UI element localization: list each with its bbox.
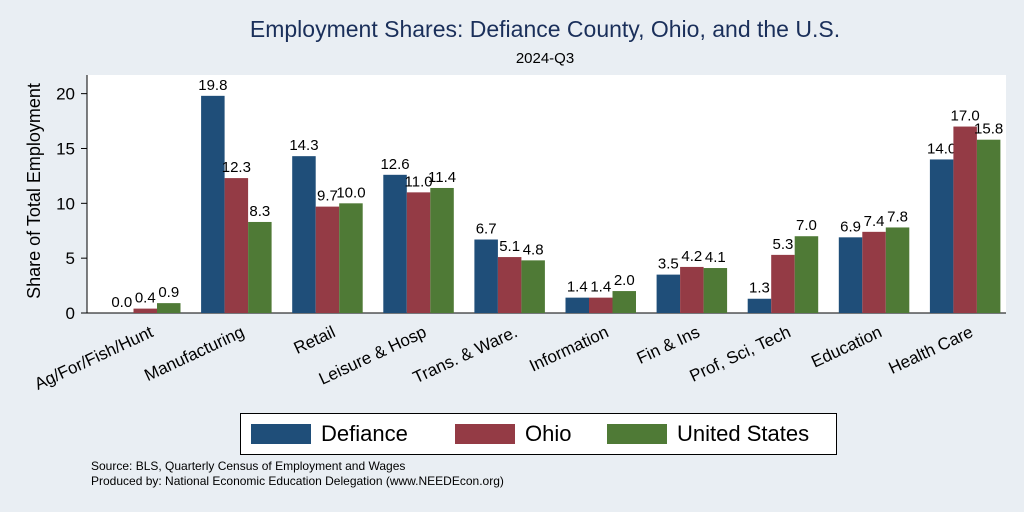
bar-value-label: 1.3 [749,280,770,297]
y-tick-label: 0 [66,304,75,323]
bar [794,236,819,313]
bar [201,95,225,313]
source-line: Source: BLS, Quarterly Census of Employm… [91,459,406,473]
x-tick-label: Retail [291,322,338,358]
x-tick-label: Ag/For/Fish/Hunt [32,322,157,394]
bar-value-label: 1.4 [590,279,611,296]
bar-value-label: 9.7 [317,188,338,205]
bar-value-label: 7.0 [796,217,817,234]
bar-value-label: 3.5 [658,256,679,273]
bar-value-label: 11.4 [428,169,456,186]
bar [497,257,522,313]
x-tick-label: Health Care [886,322,976,378]
legend-item-united-states: United States [607,423,809,445]
bar-value-label: 15.8 [974,121,1003,138]
bar [430,187,454,313]
bar [953,126,977,313]
bar-value-label: 14.3 [289,137,318,154]
x-tick-label: Trans. & Ware. [410,322,520,387]
bar-value-label: 10.0 [336,184,365,201]
bar-value-label: 11.0 [405,173,433,190]
bar-value-label: 4.2 [681,248,702,265]
bar-value-label: 19.8 [198,77,227,94]
bar-value-label: 0.0 [111,294,132,311]
bar [838,237,863,313]
bar-value-label: 0.4 [135,290,156,307]
bar [133,308,157,313]
bar [248,221,272,313]
bar [157,303,181,313]
legend-item-ohio: Ohio [455,423,571,445]
y-tick-label: 20 [56,85,75,104]
bar [656,274,681,313]
x-tick-label: Information [526,322,611,375]
bar [474,239,498,313]
bar [929,159,954,313]
y-tick-label: 5 [66,249,75,268]
legend: Defiance Ohio United States [240,413,837,455]
bar-value-label: 17.0 [951,108,980,125]
bar-value-label: 5.3 [773,236,794,253]
bar-value-label: 4.8 [523,241,544,258]
bar-value-label: 5.1 [499,238,520,255]
x-tick-label: Prof, Sci, Tech [687,322,794,385]
bar-value-label: 12.6 [380,156,409,173]
x-tick-label: Manufacturing [141,322,247,385]
legend-swatch-ohio [455,424,515,444]
bar [976,139,1001,313]
legend-swatch-defiance [251,424,311,444]
bar-value-label: 6.9 [840,218,861,235]
bar-value-label: 12.3 [222,159,251,176]
bar-value-label: 6.7 [476,221,497,238]
bar [339,203,363,313]
bar [862,231,886,313]
produced-by-line: Produced by: National Economic Education… [91,474,504,488]
legend-label-defiance: Defiance [321,421,408,446]
chart-title: Employment Shares: Defiance County, Ohio… [249,16,841,42]
legend-swatch-united-states [607,424,667,444]
bar [406,192,431,313]
chart-subtitle: 2024-Q3 [515,50,575,67]
source-note: Source: BLS, Quarterly Census of Employm… [91,459,504,489]
bar [292,156,316,313]
x-tick-label: Education [808,322,885,371]
bar-value-label: 8.3 [249,203,270,220]
bar [885,227,910,313]
bar [703,268,728,313]
legend-label-united-states: United States [677,421,810,446]
bar [224,178,249,313]
bar [521,260,545,313]
y-axis-label: Share of Total Employment [24,83,44,299]
x-tick-label: Fin & Ins [634,322,703,368]
bar-value-label: 7.4 [864,213,885,230]
bar [747,298,772,313]
bar-value-label: 14.0 [927,140,956,157]
bar [565,297,589,313]
bar-value-label: 2.0 [614,272,635,289]
bar-value-label: 7.8 [887,208,908,225]
bar-value-label: 1.4 [567,279,588,296]
y-tick-label: 10 [56,194,75,213]
bar [383,174,407,313]
bar-value-label: 4.1 [705,249,726,266]
bar-value-label: 0.9 [158,284,179,301]
bar [589,297,613,313]
bar [771,254,795,313]
bar [680,266,704,313]
bar [612,291,636,313]
legend-label-ohio: Ohio [525,421,572,446]
bar [315,206,340,313]
y-tick-label: 15 [56,139,75,158]
legend-item-defiance: Defiance [251,423,408,445]
